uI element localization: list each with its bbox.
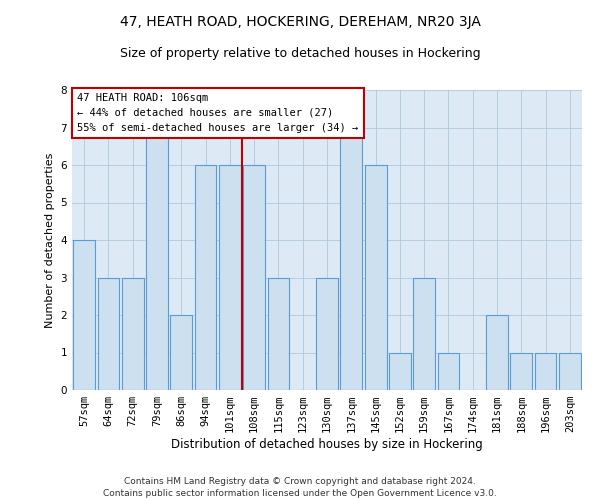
Bar bbox=[170, 315, 192, 390]
Bar bbox=[316, 278, 338, 390]
Bar bbox=[219, 165, 241, 390]
Bar bbox=[389, 352, 411, 390]
X-axis label: Distribution of detached houses by size in Hockering: Distribution of detached houses by size … bbox=[171, 438, 483, 451]
Bar bbox=[535, 352, 556, 390]
Text: Size of property relative to detached houses in Hockering: Size of property relative to detached ho… bbox=[119, 48, 481, 60]
Bar bbox=[511, 352, 532, 390]
Bar bbox=[268, 278, 289, 390]
Bar bbox=[73, 240, 95, 390]
Text: 47, HEATH ROAD, HOCKERING, DEREHAM, NR20 3JA: 47, HEATH ROAD, HOCKERING, DEREHAM, NR20… bbox=[119, 15, 481, 29]
Bar bbox=[146, 128, 168, 390]
Text: Contains HM Land Registry data © Crown copyright and database right 2024.
Contai: Contains HM Land Registry data © Crown c… bbox=[103, 476, 497, 498]
Bar bbox=[559, 352, 581, 390]
Bar bbox=[437, 352, 460, 390]
Bar bbox=[122, 278, 143, 390]
Bar bbox=[340, 90, 362, 390]
Bar bbox=[194, 165, 217, 390]
Bar bbox=[413, 278, 435, 390]
Bar bbox=[97, 278, 119, 390]
Bar bbox=[243, 165, 265, 390]
Bar bbox=[486, 315, 508, 390]
Text: 47 HEATH ROAD: 106sqm
← 44% of detached houses are smaller (27)
55% of semi-deta: 47 HEATH ROAD: 106sqm ← 44% of detached … bbox=[77, 93, 358, 132]
Y-axis label: Number of detached properties: Number of detached properties bbox=[45, 152, 55, 328]
Bar bbox=[365, 165, 386, 390]
